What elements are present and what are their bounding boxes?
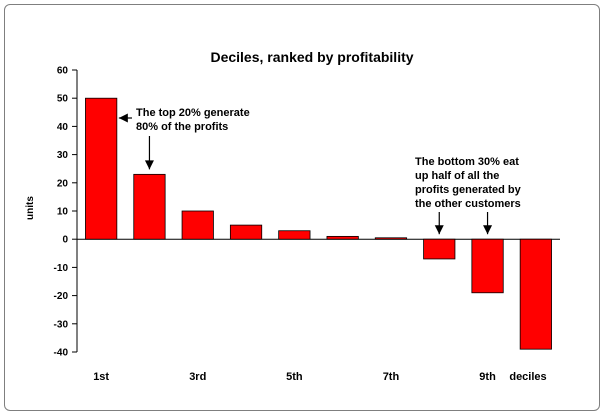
bar (471, 238, 504, 294)
x-tick-label: 5th (286, 371, 303, 383)
arrow-head (118, 113, 128, 123)
bar (326, 235, 359, 240)
x-tick-label: 7th (383, 371, 400, 383)
annotation-bottom-line-4: the other customers (415, 198, 521, 210)
annotation-top-20: The top 20% generate 80% of the profits (136, 107, 250, 133)
y-tick-label: 50 (57, 94, 69, 105)
y-axis-label: units (25, 196, 36, 220)
arrow-head (483, 225, 493, 235)
arrow-head (434, 225, 444, 235)
bar (133, 173, 166, 240)
y-tick-label: -10 (54, 263, 69, 274)
bar (229, 224, 263, 240)
annotation-bottom-line-2: up half of all the (415, 170, 499, 182)
x-axis-label: deciles (509, 371, 546, 383)
annotation-bottom-30: The bottom 30% eat up half of all the pr… (415, 156, 522, 210)
y-tick-label: 40 (57, 122, 69, 133)
chart-title: Deciles, ranked by profitability (210, 49, 413, 65)
bar (374, 237, 408, 240)
y-tick-label: 30 (57, 150, 69, 161)
annotation-bottom-line-1: The bottom 30% eat (415, 156, 519, 168)
bar (423, 238, 456, 260)
y-tick-labels: 60 50 40 30 20 10 0 -10 -20 -30 -40 (54, 66, 69, 359)
x-tick-label: 9th (479, 371, 496, 383)
y-tick-label: 10 (57, 207, 69, 218)
annotation-arrows (118, 113, 493, 235)
y-tick-label: -30 (54, 319, 69, 330)
annotation-top-line-2: 80% of the profits (136, 121, 228, 133)
bar (519, 238, 552, 350)
bar (85, 97, 118, 240)
y-tick-label: 0 (62, 235, 68, 246)
y-tick-label: 60 (57, 66, 69, 77)
bar (278, 230, 311, 240)
x-tick-label: 1st (93, 371, 109, 383)
bars (85, 97, 552, 350)
annotation-bottom-line-3: profits generated by (415, 184, 522, 196)
bar (181, 210, 214, 240)
y-tick-label: -20 (54, 291, 69, 302)
arrow-head (144, 160, 154, 170)
y-tick-label: 20 (57, 178, 69, 189)
x-tick-label: 3rd (189, 371, 206, 383)
annotation-top-line-1: The top 20% generate (136, 107, 250, 119)
x-tick-labels: 1st 3rd 5th 7th 9th (93, 371, 496, 383)
y-tick-label: -40 (54, 348, 69, 359)
